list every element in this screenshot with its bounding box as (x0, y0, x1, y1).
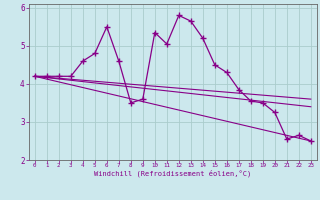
X-axis label: Windchill (Refroidissement éolien,°C): Windchill (Refroidissement éolien,°C) (94, 170, 252, 177)
